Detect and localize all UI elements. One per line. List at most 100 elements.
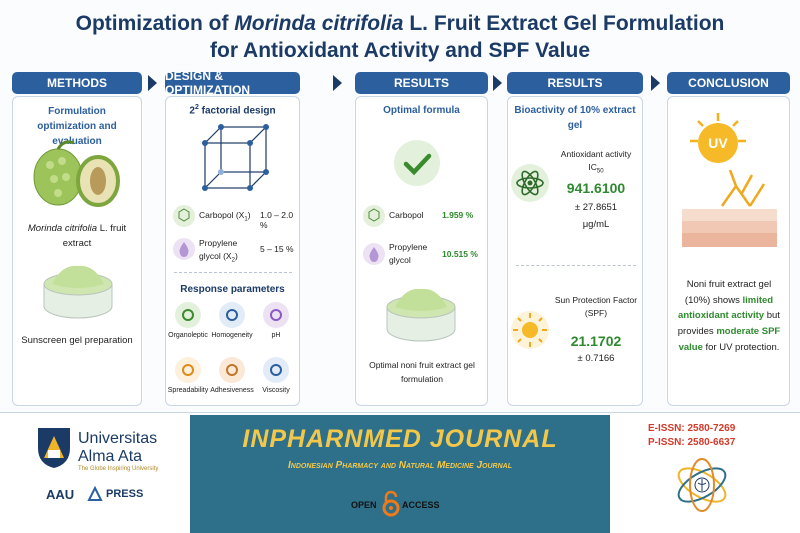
- ic50-sd: ± 27.8651: [574, 202, 618, 213]
- factor-sub: 2: [231, 257, 235, 264]
- open-access-icon: [382, 490, 400, 517]
- factor-name: Propylene glycol (X2): [199, 237, 257, 265]
- response-icon: [263, 357, 289, 383]
- icon-glyph: [182, 364, 194, 376]
- conclusion-part: for UV protection.: [702, 341, 780, 353]
- pissn: P-ISSN: 2580-6637: [648, 437, 736, 448]
- title-line-2: for Antioxidant Activity and SPF Value: [210, 39, 590, 62]
- spf-value: 21.1702: [570, 333, 622, 349]
- press-left: AAU: [46, 487, 75, 502]
- ic-base: IC: [588, 162, 597, 172]
- spf-sd: ± 0.7166: [577, 353, 615, 364]
- formula-caption: Optimal noni fruit extract gel formulati…: [369, 360, 475, 384]
- factor-icon: [173, 238, 195, 260]
- panel-subtitle: Bioactivity of 10% extract gel: [514, 105, 636, 131]
- response-label: pH: [271, 332, 281, 339]
- section-heading: RESULTS: [507, 72, 643, 94]
- university-line: Universitas: [78, 430, 158, 447]
- icon-bg: [219, 357, 245, 383]
- eissn: E-ISSN: 2580-7269: [648, 423, 736, 434]
- design-exp: 2: [194, 104, 199, 111]
- fruit-caption: Morinda citrifolia L. fruit extract: [17, 221, 137, 251]
- factor-text: Carbopol (X: [199, 210, 245, 220]
- atom-icon: [511, 164, 549, 202]
- journal-subtitle: Indonesian Pharmacy and Natural Medicine…: [288, 460, 512, 471]
- response-icon: [175, 302, 201, 328]
- formula-value: 1.959 %: [442, 210, 474, 220]
- spf-label: Sun Protection Factor (SPF): [554, 295, 638, 318]
- response-icon: [263, 302, 289, 328]
- press-right: PRESS: [106, 488, 144, 500]
- title-line-1: Optimization of Morinda citrifolia L. Fr…: [0, 12, 800, 36]
- journal-banner: [190, 415, 610, 533]
- icon-glyph: [270, 309, 282, 321]
- formula-panel: Optimal formula Carbopol 1.959 % Propyle…: [355, 96, 488, 406]
- divider: [516, 265, 636, 266]
- design-text: factorial design: [198, 105, 276, 117]
- title-part: Optimization of: [75, 12, 235, 35]
- icon-glyph: [182, 309, 194, 321]
- sun-icon: [511, 311, 549, 349]
- formula-name: Carbopol: [389, 210, 424, 220]
- arrow: [651, 75, 660, 91]
- section-heading: METHODS: [12, 72, 142, 94]
- icon-bg: [219, 302, 245, 328]
- factor-range: 1.0 – 2.0 %: [260, 210, 294, 230]
- arrow: [148, 75, 157, 91]
- design-panel: 22 factorial design Carbopol (X1) 1.0 – …: [165, 96, 300, 406]
- ic50-value: 941.6100: [566, 180, 626, 196]
- factor-text: ): [234, 250, 238, 261]
- university-name: Universitas Alma Ata: [78, 430, 157, 465]
- factor-icon: [173, 205, 195, 227]
- uv-skin-icon: UV: [682, 113, 777, 247]
- conclusion-panel: UV Noni fruit extract gel (10%) shows li…: [667, 96, 790, 406]
- factor-range: 5 – 15 %: [260, 244, 294, 254]
- factor-text: Propylene glycol (X: [199, 238, 238, 261]
- icon-glyph: [226, 364, 238, 376]
- antioxidant-label: Antioxidant activity: [560, 149, 632, 159]
- gel-jar-icon: [386, 288, 456, 342]
- response-label: Homogeneity: [211, 332, 253, 339]
- uv-label: UV: [708, 135, 728, 151]
- university-logo: [38, 428, 70, 468]
- response-title: Response parameters: [180, 284, 285, 295]
- open-label: OPEN: [351, 500, 377, 510]
- arrow: [493, 75, 502, 91]
- conclusion-highlight: moderate SPF value: [678, 326, 781, 353]
- response-label: Viscosity: [262, 387, 290, 394]
- conclusion-text: Noni fruit extract gel (10%) shows limit…: [674, 277, 784, 355]
- conclusion-highlight: limited antioxidant activity: [678, 294, 774, 322]
- methods-panel: Formulation optimization and evaluation …: [12, 96, 142, 406]
- section-heading: CONCLUSION: [667, 72, 790, 94]
- response-label: Adhesiveness: [210, 387, 254, 394]
- response-label: Organoleptic: [168, 332, 208, 339]
- design-base: 2: [189, 105, 195, 117]
- response-icon: [219, 302, 245, 328]
- icon-bg: [175, 302, 201, 328]
- factor-name: Carbopol (X1): [199, 210, 251, 223]
- arrow: [333, 75, 342, 91]
- factor-text: ): [247, 210, 251, 220]
- factor-sub: 1: [244, 216, 248, 223]
- caption-part: L. fruit extract: [62, 223, 127, 250]
- icon-glyph: [226, 309, 238, 321]
- formula-icon: [363, 243, 385, 265]
- section-heading: RESULTS: [355, 72, 488, 94]
- icon-bg: [263, 302, 289, 328]
- ic50-label: IC50: [548, 162, 644, 175]
- conclusion-part: Noni fruit extract gel (10%) shows: [684, 279, 772, 306]
- title-part: L. Fruit Extract Gel Formulation: [403, 12, 725, 35]
- bioactivity-panel: Bioactivity of 10% extract gel Antioxida…: [507, 96, 643, 406]
- icon-glyph: [270, 364, 282, 376]
- ic50-unit: μg/mL: [582, 219, 610, 230]
- divider: [174, 272, 292, 273]
- fruit-icon: [33, 140, 120, 207]
- design-type: 22 factorial design: [166, 103, 299, 118]
- press-mark: [87, 485, 103, 501]
- response-icon: [219, 357, 245, 383]
- icon-bg: [175, 357, 201, 383]
- ic-sub: 50: [596, 168, 604, 175]
- formula-name: Propylene glycol: [389, 242, 428, 265]
- university-tagline: The Globe Inspiring University: [78, 466, 159, 472]
- cube-diagram: [202, 124, 269, 191]
